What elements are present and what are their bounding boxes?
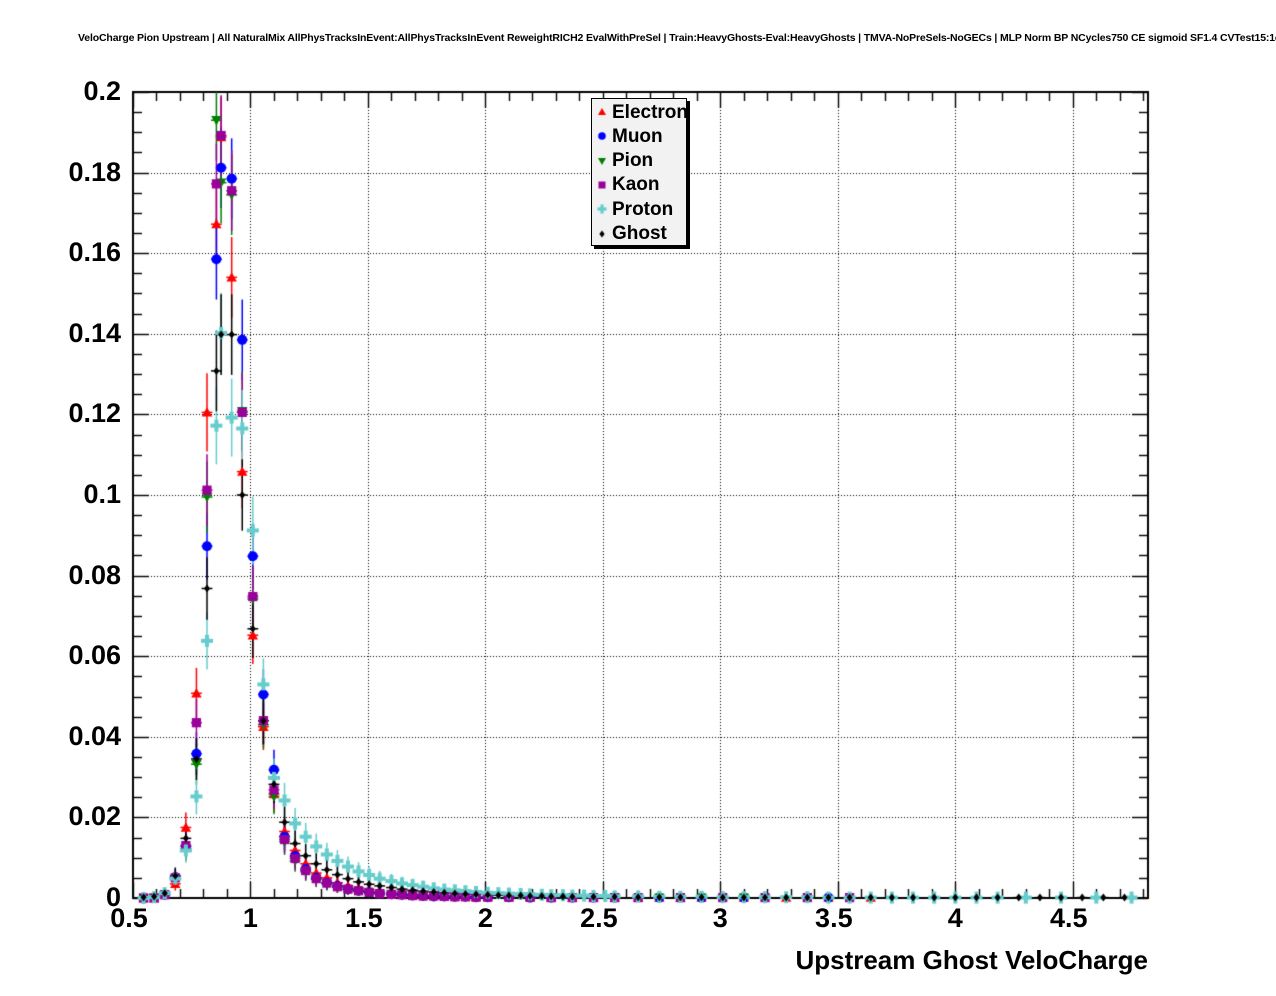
x-tick-label: 2: [477, 903, 493, 933]
x-tick-label: 1.5: [345, 903, 383, 933]
triangle-down-marker: [594, 152, 609, 169]
legend-entry-kaon[interactable]: Kaon: [594, 173, 660, 197]
x-tick-label: 1: [242, 903, 258, 933]
circle-marker: [594, 128, 609, 145]
y-tick-label: 0.08: [68, 559, 121, 590]
x-tick-label: 4.5: [1050, 903, 1088, 933]
legend-entry-pion[interactable]: Pion: [594, 149, 653, 173]
legend-entry-proton[interactable]: Proton: [594, 197, 673, 221]
y-tick-label: 0.12: [68, 398, 121, 429]
y-tick-label: 0.18: [68, 156, 121, 187]
legend[interactable]: Electron Muon Pion Kaon Proton Ghost: [591, 98, 688, 246]
y-tick-label: 0.16: [68, 237, 121, 268]
legend-label: Muon: [612, 125, 663, 147]
legend-label: Kaon: [612, 174, 660, 196]
legend-label: Ghost: [612, 223, 667, 244]
diamond-marker: [594, 225, 609, 242]
y-tick-label: 0.04: [68, 720, 121, 751]
square-marker: [594, 176, 609, 193]
y-tick-label: 0.1: [83, 479, 121, 509]
y-tick-label: 0.14: [68, 317, 121, 348]
y-tick-label: 0.02: [68, 801, 121, 832]
page-title: VeloCharge Pion Upstream | All NaturalMi…: [78, 32, 1276, 44]
x-tick-label: 4: [947, 903, 963, 933]
legend-label: Pion: [612, 150, 654, 172]
legend-entry-electron[interactable]: Electron: [594, 100, 688, 124]
x-axis-title: Upstream Ghost VeloCharge: [795, 945, 1148, 975]
y-tick-label: 0.2: [83, 76, 121, 106]
legend-label: Electron: [612, 101, 689, 123]
x-tick-label: 0.5: [110, 903, 148, 933]
y-tick-label: 0.06: [68, 640, 121, 671]
x-tick-label: 2.5: [580, 903, 618, 933]
x-tick-label: 3: [712, 903, 728, 933]
legend-entry-ghost[interactable]: Ghost: [594, 222, 667, 246]
y-tick-label: 0: [105, 882, 121, 912]
triangle-up-marker: [594, 104, 609, 120]
legend-entry-muon[interactable]: Muon: [594, 124, 663, 148]
cross-marker: [594, 201, 609, 218]
legend-label: Proton: [612, 198, 674, 220]
x-tick-label: 3.5: [815, 903, 853, 933]
